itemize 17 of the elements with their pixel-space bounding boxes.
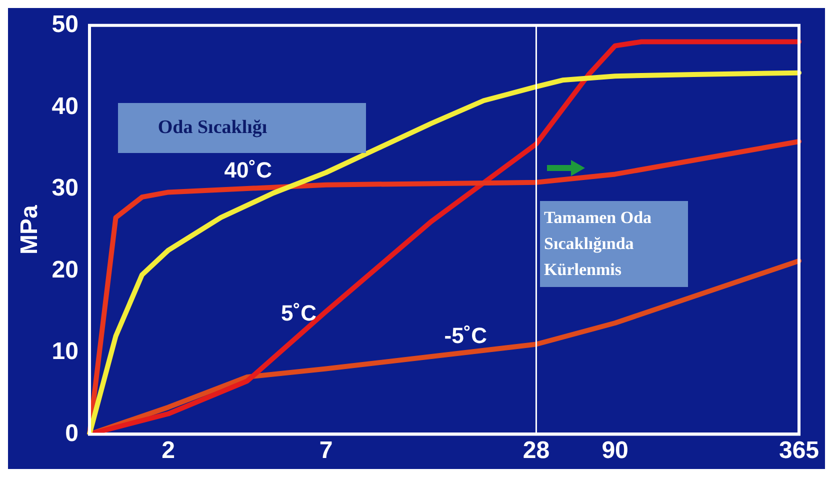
series-label: 5˚C <box>281 300 317 326</box>
label-box: Oda Sıcaklığı <box>118 103 366 154</box>
y-tick-label: 30 <box>52 174 78 202</box>
x-tick-label: 90 <box>602 437 628 464</box>
x-tick-label: 7 <box>319 437 333 464</box>
note-box: Tamamen Oda Sıcaklığında Kürlenmis <box>540 201 688 288</box>
y-tick-label: 0 <box>65 420 78 447</box>
series-label: 40˚C <box>224 157 272 182</box>
y-tick-label: 20 <box>52 256 78 284</box>
series-label: -5˚C <box>444 322 488 348</box>
y-tick-label: 10 <box>52 338 78 366</box>
y-tick-label: 40 <box>52 92 78 120</box>
y-axis-title: MPa <box>16 204 44 254</box>
x-tick-label: 2 <box>162 437 176 464</box>
x-tick-label: 365 <box>778 437 820 464</box>
y-tick-label: 50 <box>52 11 78 38</box>
x-tick-label: 28 <box>522 437 550 464</box>
